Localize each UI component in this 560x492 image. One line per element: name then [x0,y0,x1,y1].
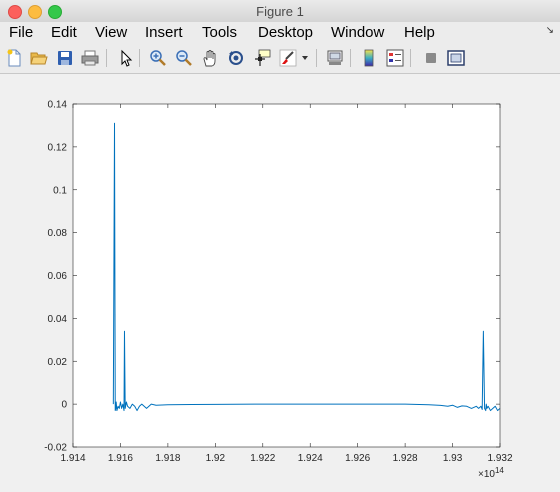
x-exponent-base: ×10 [478,469,495,480]
brush-dropdown-button[interactable] [299,48,311,68]
zoom-out-button[interactable] [174,48,194,68]
pan-button[interactable] [200,48,220,68]
new-file-icon [7,49,21,67]
save-button[interactable] [55,48,75,68]
arrow-cursor-icon [121,49,133,67]
insert-colorbar-button[interactable] [359,48,379,68]
edit-plot-button[interactable] [116,48,136,68]
figure-canvas[interactable]: 1.914 1.916 1.918 1.92 1.922 1.924 1.926 1.928 1… [0,74,560,492]
y-tick-label: 0.04 [48,314,68,325]
x-tick-label: 1.92 [206,453,226,464]
figure-toolbar [0,43,560,74]
data-cursor-button[interactable] [252,48,272,68]
series-line-0[interactable] [112,122,501,412]
x-tick-label: 1.932 [487,453,512,464]
title-bar: Figure 1 [0,0,560,23]
x-tick-label: 1.914 [60,453,85,464]
y-tick-label: 0.02 [48,357,68,368]
zoom-out-icon [176,50,192,66]
brush-button[interactable] [278,48,298,68]
x-tick-label: 1.922 [250,453,275,464]
x-tick-label: 1.918 [155,453,180,464]
toolbar-separator [350,49,351,67]
x-tick-label: 1.916 [108,453,133,464]
save-icon [58,51,72,65]
hide-tools-icon [426,53,436,63]
hide-plot-tools-button[interactable] [421,48,441,68]
chevron-down-icon [302,56,308,60]
window-title: Figure 1 [256,4,304,19]
data-cursor-icon [255,49,271,66]
link-plot-icon [327,50,343,65]
zoom-in-icon [150,50,166,66]
minimize-window-button[interactable] [28,5,42,19]
insert-legend-button[interactable] [385,48,405,68]
zoom-in-button[interactable] [148,48,168,68]
menu-window[interactable]: Window [331,24,385,41]
link-plot-button[interactable] [325,48,345,68]
y-tick-label: 0.12 [48,142,68,153]
ticks-layer: 1.914 1.916 1.918 1.92 1.922 1.924 1.926 1.928 1… [44,100,513,465]
x-exponent-power: 14 [495,466,504,475]
legend-icon [386,49,404,67]
rotate-3d-button[interactable] [226,48,246,68]
y-tick-label: -0.02 [44,443,67,454]
menu-edit[interactable]: Edit [51,24,77,41]
x-tick-label: 1.928 [393,453,418,464]
x-exponent-label: ×1014 [478,466,504,480]
print-icon [81,50,99,66]
maximize-window-button[interactable] [48,5,62,19]
x-tick-label: 1.93 [443,453,463,464]
open-file-button[interactable] [29,48,49,68]
y-tick-label: 0.1 [53,185,67,196]
brush-icon [279,49,297,67]
menu-view[interactable]: View [95,24,128,41]
menu-expand-icon[interactable]: ↘ [545,25,554,36]
show-tools-icon [447,50,465,66]
menu-help[interactable]: Help [404,24,435,41]
menu-insert[interactable]: Insert [145,24,183,41]
print-button[interactable] [80,48,100,68]
plot-axes[interactable]: 1.914 1.916 1.918 1.92 1.922 1.924 1.926 1.928 1… [0,74,560,492]
y-tick-label: 0.06 [48,271,68,282]
hand-icon [203,50,216,67]
axes-background [73,104,500,447]
x-tick-label: 1.924 [298,453,323,464]
y-tick-label: 0 [61,400,67,411]
series-layer [112,122,501,412]
menu-file[interactable]: File [9,24,34,41]
menu-bar: File Edit View Insert Tools Desktop Wind… [0,22,560,43]
toolbar-separator [106,49,107,67]
menu-tools[interactable]: Tools [202,24,238,41]
menu-desktop[interactable]: Desktop [258,24,314,41]
rotate-icon [229,51,243,65]
show-plot-tools-button[interactable] [446,48,466,68]
x-tick-label: 1.926 [345,453,370,464]
toolbar-separator [316,49,317,67]
close-window-button[interactable] [8,5,22,19]
open-folder-icon [30,52,48,65]
colorbar-icon [364,49,374,67]
y-tick-label: 0.14 [48,100,68,111]
toolbar-separator [410,49,411,67]
toolbar-separator [139,49,140,67]
new-figure-button[interactable] [4,48,24,68]
y-tick-label: 0.08 [48,228,68,239]
